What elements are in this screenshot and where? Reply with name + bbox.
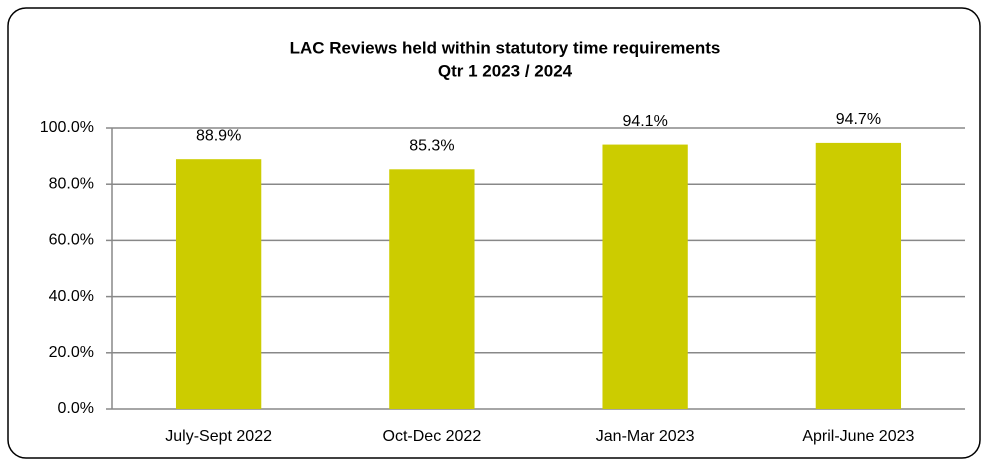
value-label: 85.3% bbox=[409, 138, 454, 155]
value-label: 94.1% bbox=[622, 113, 667, 130]
x-tick-label: Oct-Dec 2022 bbox=[383, 428, 482, 445]
x-tick-label: April-June 2023 bbox=[802, 428, 914, 445]
x-tick-label: July-Sept 2022 bbox=[165, 428, 272, 445]
chart-title: LAC Reviews held within statutory time r… bbox=[290, 38, 721, 57]
value-label: 88.9% bbox=[196, 127, 241, 144]
x-tick-label: Jan-Mar 2023 bbox=[596, 428, 695, 445]
value-label: 94.7% bbox=[836, 111, 881, 128]
bar bbox=[602, 144, 688, 410]
bar bbox=[815, 142, 902, 409]
bar bbox=[175, 159, 262, 409]
bar bbox=[389, 169, 475, 409]
y-tick-label: 40.0% bbox=[49, 288, 94, 305]
y-tick-label: 60.0% bbox=[49, 232, 94, 249]
y-tick-label: 80.0% bbox=[49, 175, 94, 192]
chart-subtitle: Qtr 1 2023 / 2024 bbox=[438, 61, 573, 80]
y-tick-label: 100.0% bbox=[40, 119, 94, 136]
y-tick-label: 0.0% bbox=[58, 400, 94, 417]
y-tick-label: 20.0% bbox=[49, 344, 94, 361]
